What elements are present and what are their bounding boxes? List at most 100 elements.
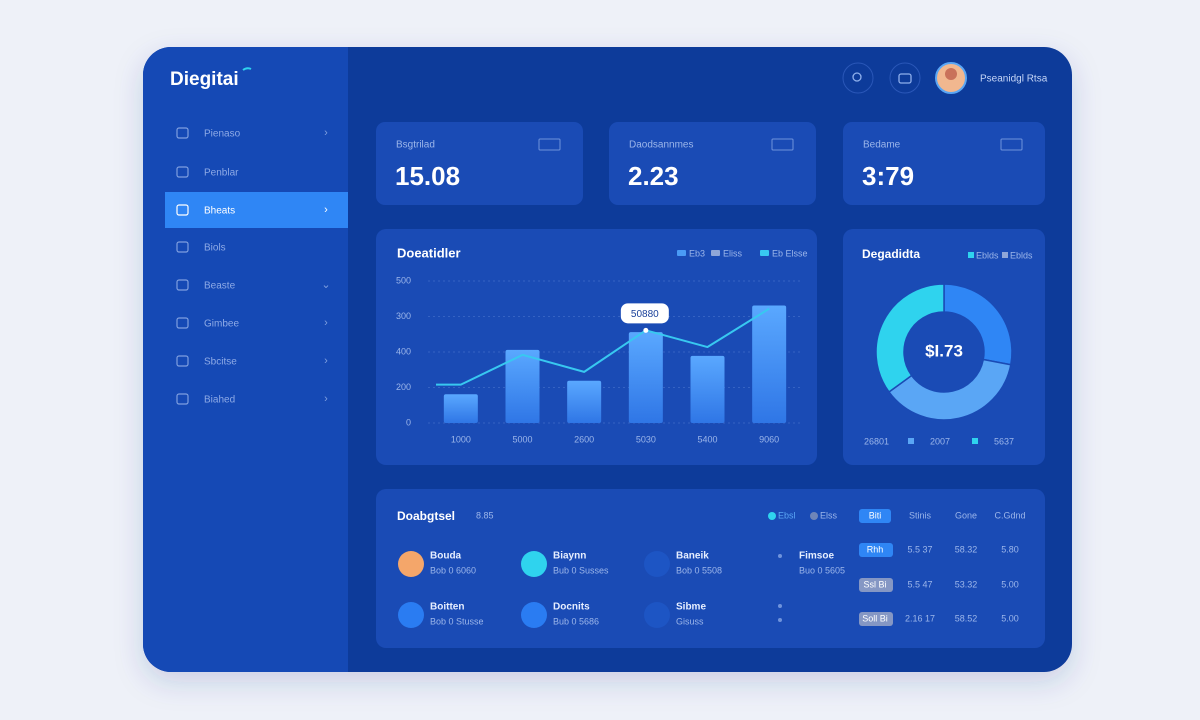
- bar: [443, 394, 478, 423]
- nav-label: Gimbee: [204, 319, 239, 330]
- legend-label: Eb3: [689, 248, 705, 258]
- bag-button[interactable]: [889, 62, 921, 94]
- bar: [505, 349, 540, 423]
- avatar: [644, 602, 670, 628]
- legend-swatch: [1002, 252, 1008, 258]
- avatar-dot: [778, 604, 782, 608]
- bar: [752, 305, 787, 423]
- table-cell: 5.00: [1001, 579, 1019, 589]
- nav-icon: [176, 279, 189, 291]
- person-name: Baneik: [676, 551, 709, 562]
- nav-label: Beaste: [204, 281, 236, 292]
- table-cell: Soll Bi: [862, 613, 888, 623]
- legend-label: Eb Elsse: [772, 248, 808, 258]
- avatar-dot: [778, 554, 782, 558]
- nav-item[interactable]: [165, 306, 348, 340]
- x-tick-label: 2600: [574, 434, 594, 444]
- table-cell: 5.80: [1001, 544, 1019, 554]
- kpi-label: Bsgtrilad: [396, 140, 435, 151]
- legend-swatch: [677, 250, 686, 256]
- nav-item[interactable]: [165, 193, 348, 227]
- nav-label: Biahed: [204, 395, 235, 406]
- nav-icon: [176, 241, 189, 253]
- legend-label: Eliss: [723, 248, 743, 258]
- bag-icon: [898, 73, 912, 84]
- nav-label: Pienaso: [204, 129, 241, 140]
- kpi-value: 15.08: [395, 161, 460, 191]
- chart-title: Doeatidler: [397, 245, 461, 260]
- table-cell: 58.32: [955, 544, 978, 554]
- nav-chevron: ⌄: [321, 279, 330, 291]
- kpi-icon: [1000, 138, 1023, 151]
- kpi-icon: [538, 138, 561, 151]
- y-tick-label: 300: [396, 311, 411, 321]
- nav-icon: [176, 393, 189, 405]
- nav-chevron: ›: [324, 204, 328, 216]
- person-detail: Bob 0 5508: [676, 565, 722, 575]
- donut-segment: [887, 358, 1012, 421]
- logo-accent: [242, 67, 252, 71]
- nav-chevron: ›: [324, 355, 328, 367]
- column-header: Gone: [955, 510, 977, 520]
- toggle-dot[interactable]: [810, 512, 818, 520]
- column-header: C.Gdnd: [994, 510, 1025, 520]
- donut-chart: Degadidta Eblds Eblds $I.73 26801 2007 5637: [862, 247, 1033, 446]
- legend-label: 26801: [864, 436, 889, 446]
- kpi-card: [609, 122, 816, 205]
- search-button[interactable]: [842, 62, 874, 94]
- table-cell: 2.16 17: [905, 613, 935, 623]
- avatar: [398, 602, 424, 628]
- person-detail: Bub 0 5686: [553, 616, 599, 626]
- user-name: Pseanidgl Rtsa: [980, 74, 1048, 85]
- person-name: Fimsoe: [799, 551, 834, 562]
- donut-segment: [875, 283, 945, 394]
- legend-swatch: [968, 252, 974, 258]
- nav-item[interactable]: [165, 344, 348, 378]
- avatar: [644, 551, 670, 577]
- person-detail: Gisuss: [676, 616, 704, 626]
- bar: [567, 380, 602, 423]
- nav-label: Sbcitse: [204, 357, 237, 368]
- x-tick-label: 1000: [451, 434, 471, 444]
- row-pill[interactable]: [859, 578, 893, 592]
- nav-item[interactable]: [165, 382, 348, 416]
- y-tick-label: 0: [406, 417, 411, 427]
- nav-icon: [176, 127, 189, 139]
- avatar: [521, 602, 547, 628]
- column-header: Biti: [869, 510, 882, 520]
- avatar: [398, 551, 424, 577]
- person-name: Boitten: [430, 602, 464, 613]
- nav-chevron: ›: [324, 393, 328, 405]
- list-title: Doabgtsel: [397, 509, 455, 523]
- nav-icon: [176, 166, 189, 178]
- legend-swatch: [908, 438, 914, 444]
- y-tick-label: 500: [396, 275, 411, 285]
- y-tick-label: 400: [396, 346, 411, 356]
- nav-item[interactable]: [165, 155, 348, 189]
- table-cell: 5.00: [1001, 613, 1019, 623]
- person-name: Sibme: [676, 602, 706, 613]
- nav-icon: [176, 204, 189, 216]
- table-cell: Rhh: [867, 544, 884, 554]
- avatar-face: [945, 68, 957, 80]
- legend-swatch: [760, 250, 769, 256]
- kpi-icon: [771, 138, 794, 151]
- toggle-dot[interactable]: [768, 512, 776, 520]
- donut-center: $I.73: [925, 341, 963, 360]
- x-tick-label: 5400: [697, 434, 717, 444]
- legend-label: Eblds: [1010, 250, 1033, 260]
- nav-item[interactable]: [165, 116, 348, 150]
- row-pill[interactable]: [859, 612, 893, 626]
- column-header: Stinis: [909, 510, 932, 520]
- kpi-value: 2.23: [628, 161, 679, 191]
- x-tick-label: 5030: [636, 434, 656, 444]
- toggle-label: Elss: [820, 510, 838, 520]
- nav-item[interactable]: [165, 230, 348, 264]
- row-pill[interactable]: [859, 543, 893, 557]
- legend-swatch: [711, 250, 720, 256]
- person-detail: Bob 0 6060: [430, 565, 476, 575]
- y-tick-label: 200: [396, 382, 411, 392]
- search-icon: [852, 72, 862, 82]
- column-pill[interactable]: [859, 509, 891, 523]
- nav-chevron: ›: [324, 127, 328, 139]
